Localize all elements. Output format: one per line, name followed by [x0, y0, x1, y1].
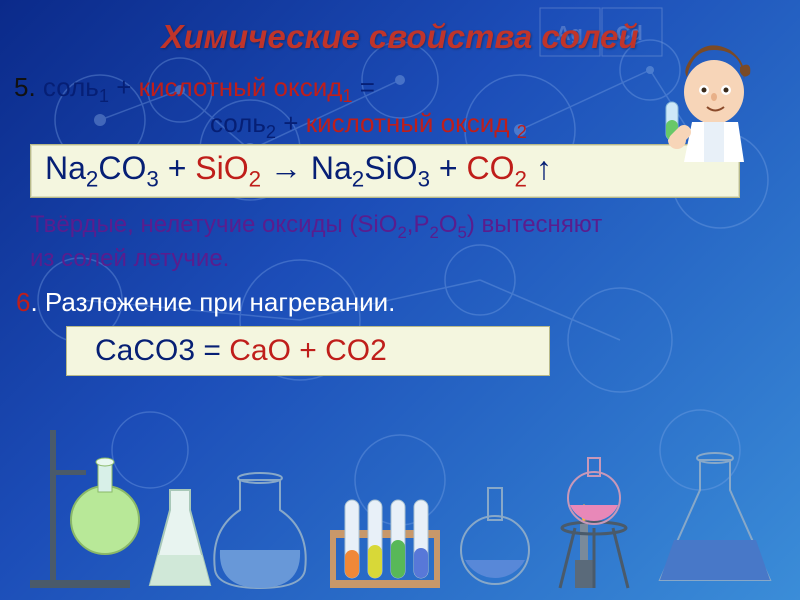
rule-5-line1: 5. соль1 + кислотный оксид1 = [14, 72, 375, 107]
rule-6: 6. Разложение при нагревании. [16, 287, 395, 318]
note-p3: O [439, 211, 458, 238]
eq1-plus2: + [430, 150, 466, 186]
chemistry-slide: Ag Cd Химические свойства солей 5. соль1… [0, 0, 800, 600]
eq2-products: CaO + CO2 [229, 334, 387, 367]
equation-1: Na2CO3 + SiO2 → Na2SiO3 + CO2 ↑ [45, 150, 552, 192]
salt1-sub: 1 [99, 86, 109, 106]
plus-1: + [116, 72, 138, 102]
rule-5-line2: соль2 + кислотный оксид 2 [210, 108, 527, 143]
equation-1-box: Na2CO3 + SiO2 → Na2SiO3 + CO2 ↑ [30, 144, 740, 198]
note-p5: из солей летучие. [30, 245, 229, 272]
eq1-plus1: + [159, 150, 195, 186]
eq1-s8: 2 [514, 166, 526, 191]
glassware-row-icon [0, 410, 800, 600]
salt2-sub: 2 [266, 122, 276, 142]
acid-oxide-1: кислотный оксид [139, 72, 343, 102]
num-6: 6 [16, 287, 30, 317]
note-p2: ,P [407, 211, 430, 238]
eq1-uparrow: ↑ [527, 150, 552, 186]
eq2-caco3: CaCO3 [95, 334, 195, 367]
eq2-eq: = [195, 334, 229, 367]
ao2-sub: 2 [517, 122, 527, 142]
equation-2-box: CaCO3 = CaO + CO2 [66, 326, 550, 376]
eq1-co2: CO [466, 150, 514, 186]
salt2-label: соль [210, 108, 266, 138]
note-s1: 2 [397, 223, 406, 242]
chemist-boy-icon [652, 32, 782, 172]
note-s3: 5 [457, 223, 466, 242]
eq1-s4: 2 [249, 166, 261, 191]
eq1-s6: 3 [418, 166, 430, 191]
eq1-s1: 2 [86, 166, 98, 191]
salt1-label: соль [43, 72, 99, 102]
note-p1: Твёрдые, нелетучие оксиды (SiO [30, 211, 397, 238]
note-p4: ) вытесняют [467, 211, 602, 238]
note-text: Твёрдые, нелетучие оксиды (SiO2,P2O5) вы… [30, 210, 770, 274]
note-s2: 2 [429, 223, 438, 242]
num-5: 5. [14, 72, 43, 102]
equals-1: = [360, 72, 375, 102]
equation-2: CaCO3 = CaO + CO2 [95, 334, 387, 368]
eq1-sio: SiO [195, 150, 248, 186]
dot-6: . [30, 287, 44, 317]
acid-oxide-2: кислотный оксид [306, 108, 517, 138]
eq1-arrow-na: → Na [261, 150, 352, 186]
ao1-sub: 1 [342, 86, 352, 106]
plus-2: + [283, 108, 305, 138]
eq1-s2: 3 [146, 166, 158, 191]
eq1-sio3: SiO [364, 150, 417, 186]
text-6: Разложение при нагревании. [45, 287, 395, 317]
eq1-na: Na [45, 150, 86, 186]
eq1-co: CO [98, 150, 146, 186]
eq1-s5: 2 [352, 166, 364, 191]
